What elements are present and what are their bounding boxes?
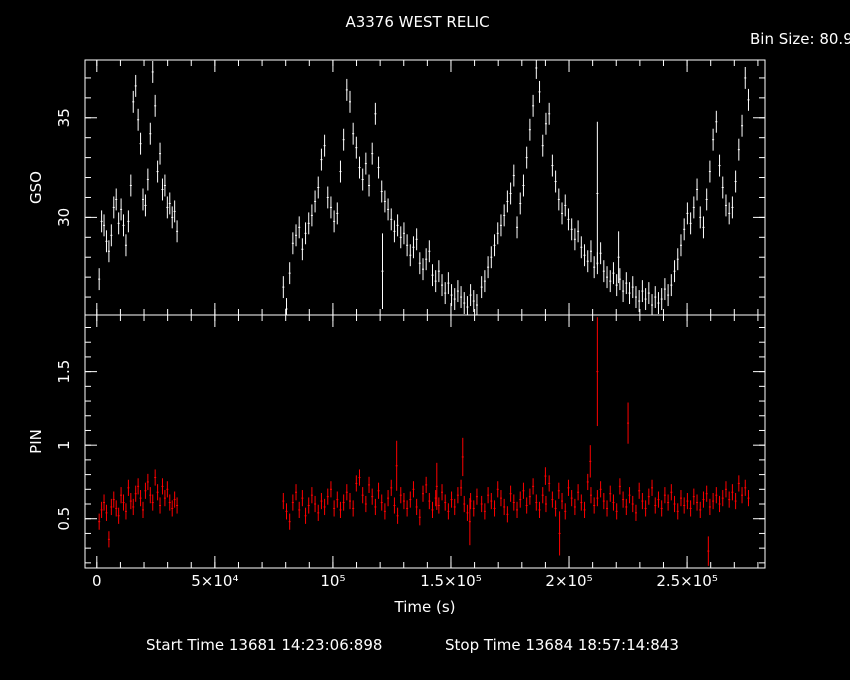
x-tick-label-5: 2.5×10⁵ — [656, 572, 718, 590]
chart-title: A3376 WEST RELIC — [345, 13, 490, 31]
start-time-label: Start Time 13681 14:23:06:898 — [146, 636, 383, 654]
bottom-y-tick-label-2: 1.5 — [55, 360, 73, 384]
top-y-tick-label-0: 30 — [55, 208, 73, 227]
top-y-axis-label: GSO — [27, 171, 45, 204]
bottom-y-tick-label-0: 0.5 — [55, 507, 73, 531]
top-y-tick-label-1: 35 — [55, 108, 73, 127]
x-tick-label-3: 1.5×10⁵ — [420, 572, 482, 590]
x-tick-label-4: 2×10⁵ — [545, 572, 592, 590]
bottom-y-axis-label: PIN — [27, 429, 45, 454]
x-tick-label-2: 10⁵ — [320, 572, 345, 590]
x-tick-label-0: 0 — [92, 572, 102, 590]
bottom-y-tick-label-1: 1 — [55, 440, 73, 450]
x-axis-label: Time (s) — [394, 598, 456, 616]
x-tick-label-1: 5×10⁴ — [191, 572, 238, 590]
stop-time-label: Stop Time 13684 18:57:14:843 — [445, 636, 679, 654]
top-panel-frame — [84, 59, 766, 316]
bin-size-label: Bin Size: 80.91 s — [750, 30, 850, 48]
bottom-panel-frame — [84, 314, 766, 569]
